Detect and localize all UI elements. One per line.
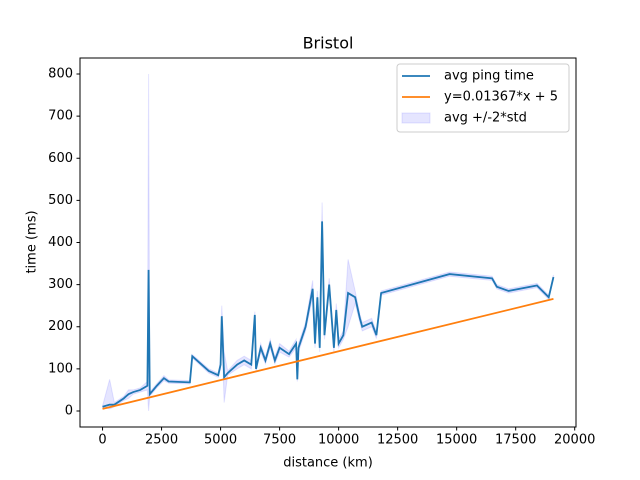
- x-tick-label: 12500: [377, 433, 418, 448]
- x-tick-label: 2500: [145, 433, 178, 448]
- legend-label: avg +/-2*std: [444, 111, 527, 126]
- y-tick-label: 600: [48, 151, 73, 166]
- y-axis-label: time (ms): [25, 210, 40, 273]
- y-tick-label: 400: [48, 235, 73, 250]
- x-tick-label: 0: [98, 433, 106, 448]
- x-tick-label: 5000: [204, 433, 237, 448]
- x-tick-label: 20000: [554, 433, 595, 448]
- y-tick-label: 0: [65, 403, 73, 418]
- y-tick-label: 800: [48, 67, 73, 82]
- y-tick-label: 700: [48, 109, 73, 124]
- y-tick-label: 100: [48, 361, 73, 376]
- legend-label: y=0.01367*x + 5: [444, 90, 558, 105]
- series-line: [102, 221, 555, 408]
- x-axis-label: distance (km): [283, 456, 373, 471]
- y-tick-label: 200: [48, 319, 73, 334]
- legend-swatch: [401, 112, 431, 124]
- x-tick-label: 17500: [495, 433, 536, 448]
- legend-label: avg ping time: [444, 69, 534, 84]
- y-tick-label: 500: [48, 193, 73, 208]
- x-tick-label: 10000: [318, 433, 359, 448]
- legend: [396, 63, 570, 133]
- y-tick-label: 300: [48, 277, 73, 292]
- x-tick-label: 7500: [263, 433, 296, 448]
- series-line: [102, 298, 554, 410]
- chart-title: Bristol: [303, 34, 354, 53]
- x-tick-label: 15000: [436, 433, 477, 448]
